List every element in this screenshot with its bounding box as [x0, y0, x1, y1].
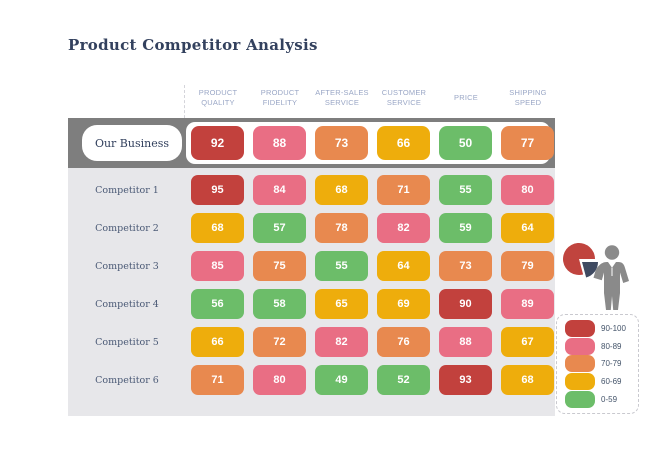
column-header: PRODUCT FIDELITY	[260, 87, 300, 108]
score-cell: 68	[315, 175, 368, 205]
competitor-row: Competitor 2 68 57 78 82 59 64	[68, 213, 555, 243]
score-cell: 80	[253, 365, 306, 395]
legend-item: 70-79	[565, 355, 638, 373]
competitor-row: Competitor 4 56 58 65 69 90 89	[68, 289, 555, 319]
column-header: PRODUCT QUALITY	[198, 87, 238, 108]
score-cell: 68	[191, 213, 244, 243]
legend-label: 70-79	[601, 359, 622, 369]
legend-label: 60-69	[601, 377, 622, 387]
score-cell: 89	[501, 289, 554, 319]
legend-swatch	[565, 337, 595, 355]
score-cell: 65	[315, 289, 368, 319]
score-cell: 82	[377, 213, 430, 243]
score-cell: 78	[315, 213, 368, 243]
score-cell: 88	[253, 126, 306, 160]
score-cell: 77	[501, 126, 554, 160]
score-cell: 71	[377, 175, 430, 205]
score-cell: 58	[253, 289, 306, 319]
column-header: AFTER-SALES SERVICE	[315, 87, 369, 108]
score-cell: 67	[501, 327, 554, 357]
column-header: PRICE	[454, 92, 478, 102]
legend-label: 90-100	[601, 323, 626, 333]
pie-chart-icon	[563, 242, 595, 275]
legend-swatch	[565, 319, 595, 337]
competitor-row: Competitor 1 95 84 68 71 55 80	[68, 175, 555, 205]
score-cell: 56	[191, 289, 244, 319]
column-headers: PRODUCT QUALITY PRODUCT FIDELITY AFTER-SAL…	[187, 84, 559, 112]
score-cell: 55	[439, 175, 492, 205]
our-business-cells-strip: 92 88 73 66 50 77	[186, 122, 554, 164]
businessman-pie-chart-icon	[563, 242, 629, 310]
score-cell: 66	[377, 126, 430, 160]
comparison-table: Our Business 92 88 73 66 50 77 Competitor 1 95…	[68, 118, 555, 416]
businessman-icon	[593, 245, 629, 310]
legend: 90-100 80-89 70-79 60-69 0-59	[556, 314, 639, 414]
score-cell: 73	[439, 251, 492, 281]
score-cell: 68	[501, 365, 554, 395]
legend-label: 0-59	[601, 395, 618, 405]
score-cell: 50	[439, 126, 492, 160]
row-label: Competitor 1	[95, 184, 159, 196]
legend-label: 80-89	[601, 341, 622, 351]
score-cell: 84	[253, 175, 306, 205]
row-label: Competitor 6	[95, 374, 159, 386]
score-cell: 55	[315, 251, 368, 281]
legend-swatch	[565, 355, 595, 373]
score-cell: 66	[191, 327, 244, 357]
score-cell: 72	[253, 327, 306, 357]
competitor-rows: Competitor 1 95 84 68 71 55 80 Competitor 2 68 57…	[68, 168, 555, 416]
our-business-cells: 92 88 73 66 50 77	[191, 122, 554, 164]
score-cell: 85	[191, 251, 244, 281]
legend-item: 0-59	[565, 391, 638, 409]
row-label: Competitor 3	[95, 260, 159, 272]
score-cell: 73	[315, 126, 368, 160]
row-label: Competitor 5	[95, 336, 159, 348]
score-cell: 52	[377, 365, 430, 395]
score-cell: 82	[315, 327, 368, 357]
score-cell: 80	[501, 175, 554, 205]
score-cell: 95	[191, 175, 244, 205]
score-cell: 71	[191, 365, 244, 395]
page-title: Product Competitor Analysis	[68, 36, 318, 54]
legend-swatch	[565, 391, 595, 409]
legend-item: 60-69	[565, 373, 638, 391]
row-label: Competitor 2	[95, 222, 159, 234]
score-cell: 64	[377, 251, 430, 281]
score-cell: 64	[501, 213, 554, 243]
legend-item: 80-89	[565, 337, 638, 355]
column-header: SHIPPING SPEED	[509, 87, 547, 108]
column-header: CUSTOMER SERVICE	[381, 87, 427, 108]
score-cell: 93	[439, 365, 492, 395]
score-cell: 79	[501, 251, 554, 281]
score-cell: 69	[377, 289, 430, 319]
our-business-label-box: Our Business	[82, 125, 182, 161]
competitor-row: Competitor 3 85 75 55 64 73 79	[68, 251, 555, 281]
legend-swatch	[565, 373, 595, 391]
competitor-row: Competitor 6 71 80 49 52 93 68	[68, 365, 555, 395]
score-cell: 75	[253, 251, 306, 281]
score-cell: 92	[191, 126, 244, 160]
pie-slice-icon	[582, 262, 598, 278]
competitor-row: Competitor 5 66 72 82 76 88 67	[68, 327, 555, 357]
score-cell: 49	[315, 365, 368, 395]
our-business-label: Our Business	[94, 136, 170, 150]
our-business-row: Our Business 92 88 73 66 50 77	[68, 118, 555, 168]
legend-item: 90-100	[565, 319, 638, 337]
score-cell: 90	[439, 289, 492, 319]
row-label: Competitor 4	[95, 298, 159, 310]
score-cell: 88	[439, 327, 492, 357]
score-cell: 57	[253, 213, 306, 243]
score-cell: 59	[439, 213, 492, 243]
score-cell: 76	[377, 327, 430, 357]
